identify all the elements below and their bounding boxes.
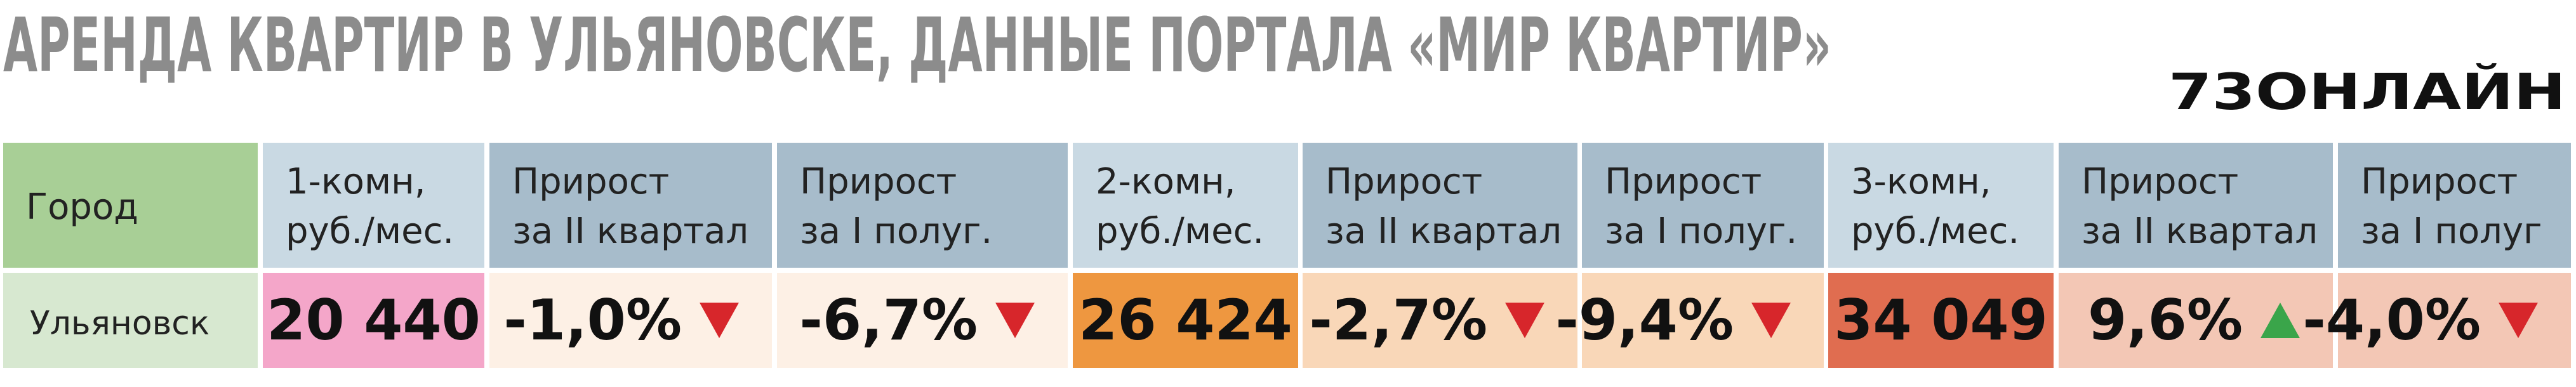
header-text: за I полуг. [1605,211,1797,252]
header-cell [1073,143,1298,268]
header-text: руб./мес. [286,211,454,252]
header-text: за II квартал [2081,211,2318,252]
arrow-down [700,303,739,338]
header-text: руб./мес. [1096,211,1264,252]
price-value: 20 440 [267,287,481,353]
header-text: Город [26,187,138,228]
arrow-down [1505,303,1544,338]
header-cell [1303,143,1577,268]
price-value: 26 424 [1079,287,1292,353]
header-cell [2338,143,2571,268]
arrow-down [2499,303,2538,338]
change-value: -9,4% [1555,287,1734,353]
header-text: Прирост [512,161,669,202]
header-text: за I полуг [2361,211,2542,252]
price-value: 34 049 [1834,287,2048,353]
city-name: Ульяновск [30,305,209,343]
title: АРЕНДА КВАРТИР В УЛЬЯНОВСКЕ, ДАННЫЕ ПОРТ… [3,1,1831,89]
header-text: 3-комн, [1851,161,1991,202]
arrow-up [2261,303,2300,338]
header-text: руб./мес. [1851,211,2019,252]
header-text: за II квартал [1325,211,1562,252]
data-cell [1828,273,2054,368]
change-value: -1,0% [503,287,682,353]
header-text: Прирост [2081,161,2238,202]
table: Город 1-комн, руб./мес. Прирост за II кварта… [3,143,2571,368]
header-text: Прирост [1325,161,1482,202]
change-value: 9,6% [2088,287,2243,353]
logo: 73ОНЛАЙН [2168,63,2566,121]
header-cell [1828,143,2054,268]
data-cell [3,273,258,368]
header-cell [2059,143,2333,268]
data-cell [1582,273,1824,368]
arrow-down [995,303,1035,338]
header-cell [777,143,1068,268]
header-text: 1-комн, [286,161,426,202]
header-text: Прирост [800,161,957,202]
header-text: Прирост [2361,161,2518,202]
change-value: -4,0% [2302,287,2481,353]
arrow-down [1751,303,1791,338]
header-text: 2-комн, [1096,161,1236,202]
header-text: за II квартал [512,211,748,252]
header-cell [3,143,258,268]
header-text: за I полуг. [800,211,992,252]
change-value: -6,7% [799,287,978,353]
data-cell [1073,273,1298,368]
header-cell [489,143,772,268]
header-cell [1582,143,1824,268]
header-cell [263,143,484,268]
header-text: Прирост [1605,161,1762,202]
data-cell [263,273,484,368]
data-cell [2338,273,2571,368]
change-value: -2,7% [1309,287,1487,353]
